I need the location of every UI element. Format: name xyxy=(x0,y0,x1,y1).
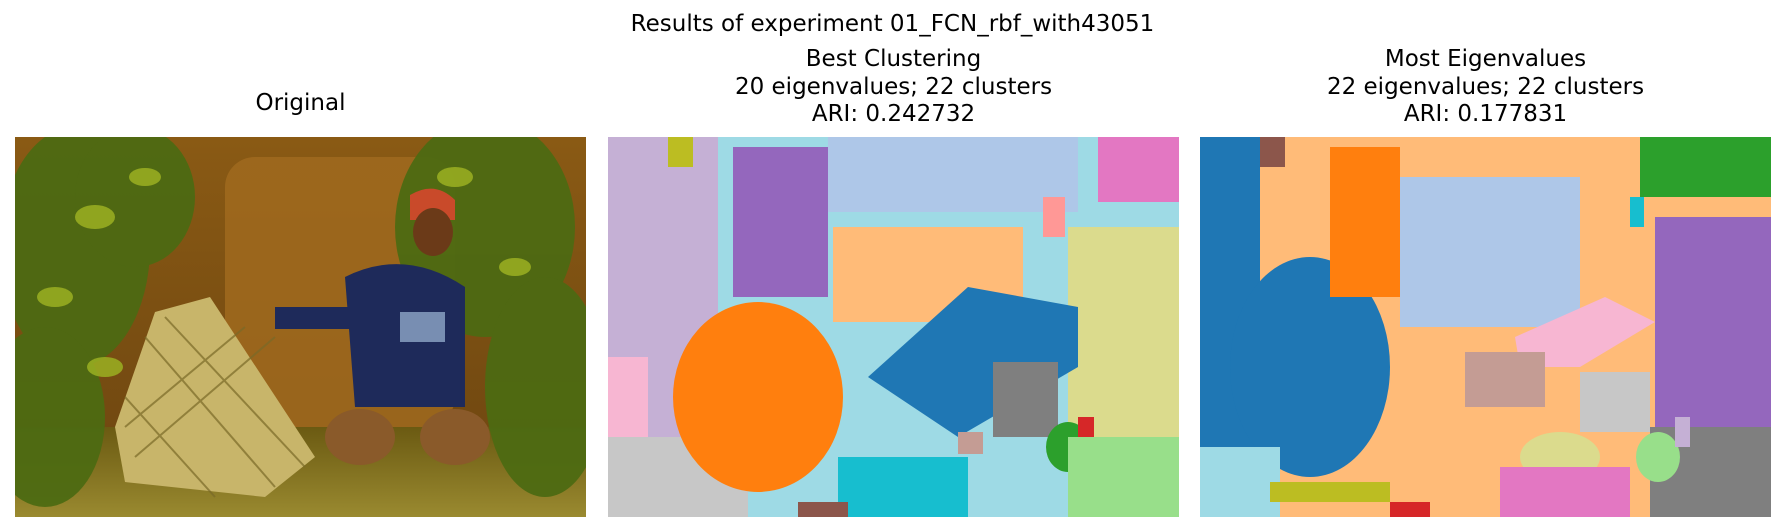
figure-suptitle: Results of experiment 01_FCN_rbf_with430… xyxy=(630,11,1155,37)
panel-most-title-line-1: Most Eigenvalues xyxy=(1384,46,1587,72)
most-eigenvalues-panel xyxy=(1200,137,1771,517)
panel-best-title-line-2: 20 eigenvalues; 22 clusters xyxy=(734,73,1053,100)
panel-original-title: Original xyxy=(15,90,586,118)
panel-best-title-line-3: ARI: 0.242732 xyxy=(811,101,976,127)
panel-most-title-line-2: 22 eigenvalues; 22 clusters xyxy=(1326,73,1645,100)
panel-most-eigenvalues-title: Most Eigenvalues 22 eigenvalues; 22 clus… xyxy=(1200,46,1771,129)
panel-best-title-line-1: Best Clustering xyxy=(805,46,982,72)
panel-best-clustering-title: Best Clustering 20 eigenvalues; 22 clust… xyxy=(608,46,1179,129)
best-clustering-panel xyxy=(608,137,1179,517)
most-eigenvalues-map xyxy=(1200,137,1771,517)
original-photo xyxy=(15,137,586,517)
original-image-panel xyxy=(15,137,586,517)
best-clustering-map xyxy=(608,137,1179,517)
panel-most-title-line-3: ARI: 0.177831 xyxy=(1403,101,1568,127)
panel-original-title-line-1: Original xyxy=(255,90,346,116)
